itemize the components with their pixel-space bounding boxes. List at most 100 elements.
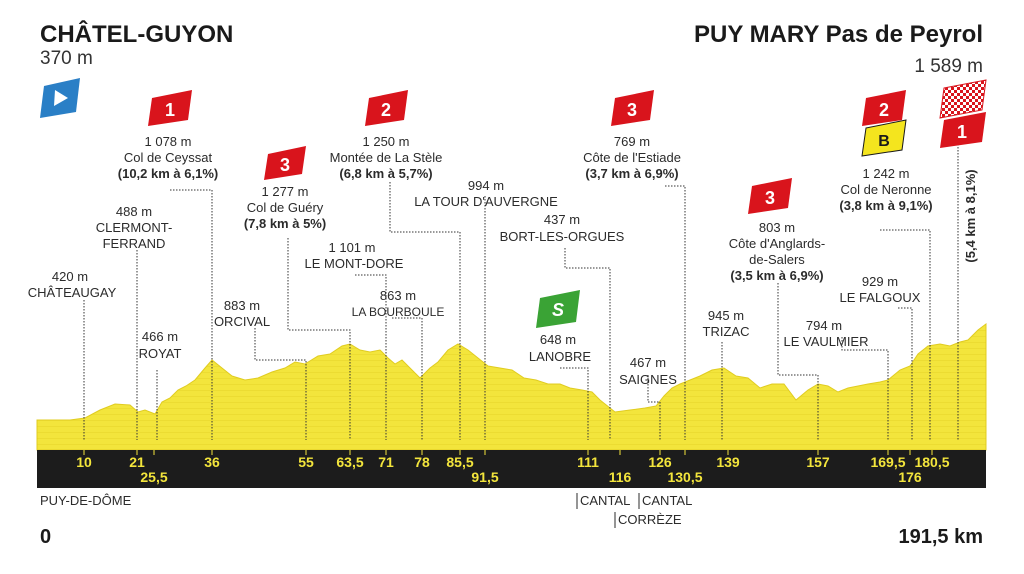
km-marker-label: 91,5 [471, 469, 498, 485]
svg-text:B: B [878, 133, 890, 150]
finish-flag-icon [939, 79, 987, 119]
place-altitude-chateaugay: 420 m [52, 269, 88, 284]
bonus-badge-neronne: B [861, 119, 907, 157]
climb-badge-puy-mary: 1 [940, 112, 986, 148]
climb-detail-ceyssat: (10,2 km à 6,1%) [118, 166, 218, 181]
place-name-trizac: TRIZAC [703, 324, 750, 339]
svg-text:3: 3 [280, 155, 290, 175]
km-marker-label: 25,5 [140, 469, 167, 485]
svg-text:3: 3 [765, 188, 775, 208]
km-marker-label: 116 [609, 469, 632, 485]
place-name-bort: BORT-LES-ORGUES [500, 229, 625, 244]
climb-name-ceyssat: Col de Ceyssat [124, 150, 213, 165]
climb-detail-stele: (6,8 km à 5,7%) [339, 166, 432, 181]
start-department: PUY-DE-DÔME [40, 493, 132, 508]
climb-detail-anglards: (3,5 km à 6,9%) [730, 268, 823, 283]
km-marker-label: 63,5 [336, 454, 363, 470]
km-marker-label: 139 [716, 454, 740, 470]
place-name2-clermont: FERRAND [103, 236, 166, 251]
climb-name-estiade: Côte de l'Estiade [583, 150, 681, 165]
svg-text:2: 2 [879, 100, 889, 120]
place-altitude-bort: 437 m [544, 212, 580, 227]
climb-detail-neronne: (3,8 km à 9,1%) [839, 198, 932, 213]
place-altitude-falgoux: 929 m [862, 274, 898, 289]
finish-altitude: 1 589 m [914, 56, 983, 77]
border-right-2: CORRÈZE [618, 512, 682, 527]
start-km: 0 [40, 526, 51, 548]
place-name-chateaugay: CHÂTEAUGAY [28, 285, 117, 300]
climb-altitude-anglards: 803 m [759, 220, 795, 235]
place-name-mont-dore: LE MONT-DORE [305, 256, 404, 271]
place-name-saignes: SAIGNES [619, 372, 677, 387]
place-altitude-bourboule: 863 m [380, 288, 416, 303]
place-altitude-saignes: 467 m [630, 355, 666, 370]
climb-badge-estiade: 3 [611, 90, 654, 126]
place-name-tour: LA TOUR D'AUVERGNE [414, 194, 558, 209]
km-marker-label: 176 [898, 469, 922, 485]
climb-name-anglards: Côte d'Anglards- [729, 236, 825, 251]
sprint-place-name: LANOBRE [529, 349, 591, 364]
km-marker-label: 71 [378, 454, 394, 470]
finish-km: 191,5 km [898, 526, 983, 548]
svg-text:2: 2 [381, 100, 391, 120]
svg-text:1: 1 [957, 122, 967, 142]
climb-badge-neronne: 2 [862, 90, 906, 126]
border-right-1: CANTAL [642, 493, 692, 508]
place-altitude-vaulmier: 794 m [806, 318, 842, 333]
climb-badge-guery: 3 [264, 146, 306, 180]
place-altitude-tour: 994 m [468, 178, 504, 193]
start-name: CHÂTEL-GUYON [40, 20, 233, 48]
place-name-clermont: CLERMONT- [96, 220, 173, 235]
climb-badge-ceyssat: 1 [148, 90, 192, 126]
distance-band [37, 450, 986, 488]
place-altitude-royat: 466 m [142, 329, 178, 344]
km-marker-label: 130,5 [667, 469, 702, 485]
climb-name-guery: Col de Guéry [247, 200, 324, 215]
finish-name: PUY MARY Pas de Peyrol [694, 21, 983, 48]
km-marker-label: 169,5 [870, 454, 905, 470]
place-name-bourboule: LA BOURBOULE [352, 305, 445, 319]
place-name-falgoux: LE FALGOUX [840, 290, 921, 305]
climb-altitude-neronne: 1 242 m [863, 166, 910, 181]
place-altitude-orcival: 883 m [224, 298, 260, 313]
km-ticks [83, 450, 933, 455]
climb-detail-puy-mary: (5,4 km à 8,1%) [963, 169, 978, 262]
km-marker-label: 55 [298, 454, 314, 470]
km-marker-label: 10 [76, 454, 92, 470]
km-marker-label: 85,5 [446, 454, 473, 470]
place-altitude-clermont: 488 m [116, 204, 152, 219]
climb-detail-estiade: (3,7 km à 6,9%) [585, 166, 678, 181]
place-name-royat: ROYAT [139, 346, 182, 361]
km-marker-label: 78 [414, 454, 430, 470]
start-altitude: 370 m [40, 48, 93, 69]
leader-lines [83, 138, 959, 440]
climb-badge-stele: 2 [365, 90, 408, 126]
place-altitude-mont-dore: 1 101 m [329, 240, 376, 255]
border-left-1: CANTAL [580, 493, 630, 508]
climb-badge-anglards: 3 [748, 178, 792, 214]
place-altitude-trizac: 945 m [708, 308, 744, 323]
sprint-badge-lanobre: S [536, 290, 580, 328]
svg-text:S: S [552, 300, 564, 320]
place-name-orcival: ORCIVAL [214, 314, 270, 329]
climb-altitude-guery: 1 277 m [262, 184, 309, 199]
km-marker-label: 111 [577, 454, 599, 470]
km-marker-label: 36 [204, 454, 220, 470]
km-marker-label: 21 [129, 454, 145, 470]
climb-altitude-stele: 1 250 m [363, 134, 410, 149]
climb-name-neronne: Col de Neronne [840, 182, 931, 197]
start-flag-icon [40, 78, 80, 118]
climb-detail-guery: (7,8 km à 5%) [244, 216, 326, 231]
place-name-vaulmier: LE VAULMIER [783, 334, 868, 349]
svg-text:1: 1 [165, 100, 175, 120]
climb-altitude-ceyssat: 1 078 m [145, 134, 192, 149]
km-marker-label: 126 [648, 454, 672, 470]
km-marker-label: 180,5 [914, 454, 949, 470]
km-marker-label: 157 [806, 454, 830, 470]
climb-altitude-estiade: 769 m [614, 134, 650, 149]
climb-name2-anglards: de-Salers [749, 252, 805, 267]
climb-name-stele: Montée de La Stèle [330, 150, 443, 165]
sprint-altitude: 648 m [540, 332, 576, 347]
